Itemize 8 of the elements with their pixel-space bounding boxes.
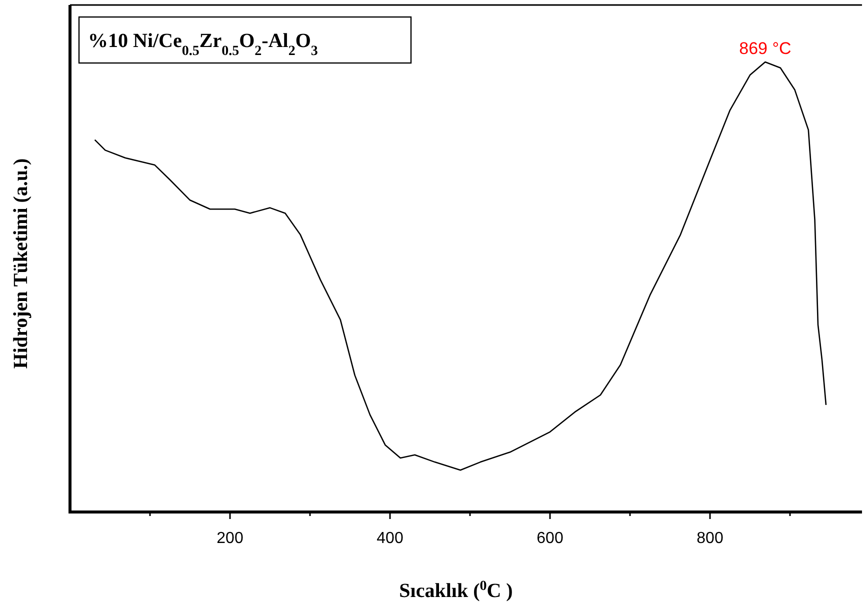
annotation: 869 °C xyxy=(739,39,792,58)
x-tick-label: 200 xyxy=(216,530,244,547)
x-tick-label: 800 xyxy=(696,530,724,547)
x-axis-title: Sıcaklık ($^{0}$C ) xyxy=(399,578,513,602)
x-tick-label: 600 xyxy=(536,530,564,547)
y-axis-title: Hidrojen Tüketimi (a.u.) xyxy=(10,158,32,369)
chart-title: %10 Ni/Ce$_{0.5}$Zr$_{0.5}$O$_{2}$-Al$_{2}$O$_{3}$ xyxy=(88,30,318,58)
x-tick-label: 400 xyxy=(376,530,404,547)
